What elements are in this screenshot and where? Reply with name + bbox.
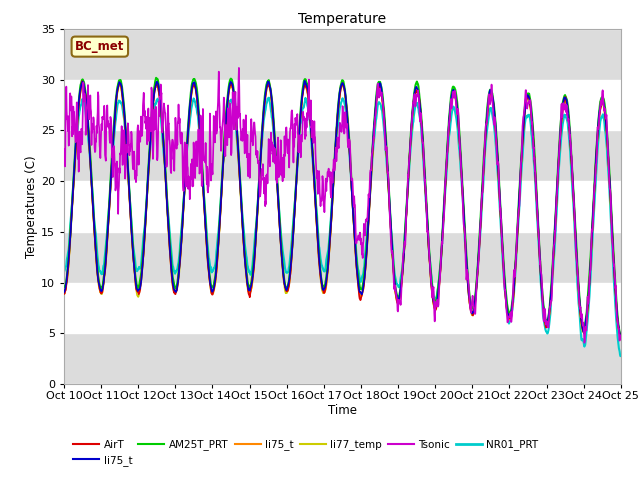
Bar bbox=[64, 29, 621, 80]
Bar bbox=[64, 333, 621, 384]
Legend: AirT, li75_t, AM25T_PRT, li75_t, li77_temp, Tsonic, NR01_PRT: AirT, li75_t, AM25T_PRT, li75_t, li77_te… bbox=[69, 435, 543, 470]
Y-axis label: Temperatures (C): Temperatures (C) bbox=[25, 155, 38, 258]
X-axis label: Time: Time bbox=[328, 404, 357, 417]
Text: BC_met: BC_met bbox=[75, 40, 125, 53]
Bar bbox=[64, 130, 621, 181]
Bar bbox=[64, 232, 621, 283]
Title: Temperature: Temperature bbox=[298, 12, 387, 26]
